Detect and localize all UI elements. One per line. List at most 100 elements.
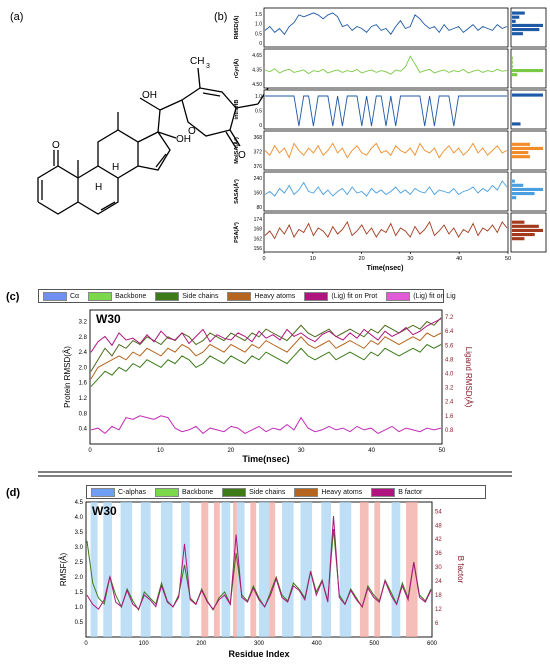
series-line-1 bbox=[86, 515, 432, 610]
y-right-tick-label: 36 bbox=[435, 551, 442, 557]
subplot-hist-bar bbox=[512, 69, 543, 73]
panel-label-c: (c) bbox=[6, 291, 20, 303]
subplot-y-tick-label: 240 bbox=[254, 176, 263, 182]
x-tick-label: 0 bbox=[84, 641, 88, 647]
legend-swatch bbox=[227, 291, 252, 301]
x-tick-label: 40 bbox=[456, 256, 462, 262]
subplot-hist-frame-5 bbox=[510, 212, 547, 253]
subplot-series-line-4 bbox=[264, 180, 508, 197]
x-tick-label: 50 bbox=[439, 448, 446, 454]
strand-region bbox=[250, 502, 257, 637]
legend-label: Side chains bbox=[249, 488, 286, 496]
legend-label: Side chains bbox=[182, 292, 219, 300]
subplot-hist-bar bbox=[512, 179, 515, 183]
subplot-y-tick-label: 0 bbox=[259, 123, 262, 129]
panel-c: (c) W30 0.4 0.8 1.2 1.6 2.0 2.4 2.8 3.2 0.8 1.6 2.4… bbox=[6, 291, 473, 464]
subplot-y-tick-label: 174 bbox=[254, 217, 263, 223]
subplot-hist-bar bbox=[512, 183, 524, 187]
panel-label-a: (a) bbox=[10, 11, 23, 23]
legend-swatch bbox=[43, 291, 67, 301]
subplot-hist-bar bbox=[512, 23, 543, 27]
subplot-hist-bar bbox=[512, 224, 539, 228]
x-tick-label: 200 bbox=[196, 641, 207, 647]
legend-item: Cα bbox=[43, 291, 79, 301]
y-right-tick-label: 6 bbox=[435, 621, 439, 627]
legend-swatch bbox=[222, 487, 247, 497]
subplot-y-tick-label: 80 bbox=[256, 205, 262, 211]
y-right-tick-label: 4.0 bbox=[445, 371, 454, 377]
x-tick-label: 0 bbox=[88, 448, 92, 454]
lactone-carbonyl-bond bbox=[229, 129, 241, 147]
panel-label-d: (d) bbox=[6, 487, 20, 499]
subplot-y-tick-label: 168 bbox=[254, 227, 263, 233]
y-right-tick-label: 0.8 bbox=[445, 428, 454, 434]
panel-c-plot: W30 0.4 0.8 1.2 1.6 2.0 2.4 2.8 3.2 0.8 1.6 2.4 3.2 4… bbox=[63, 309, 473, 464]
subplot-hist-bar bbox=[512, 187, 543, 191]
x-tick-label: 500 bbox=[369, 641, 380, 647]
strand-region bbox=[406, 502, 418, 637]
y-tick-label: 1.6 bbox=[79, 381, 88, 387]
y-right-tick-label: 6.4 bbox=[445, 329, 454, 335]
panel-d-plot: W30 0.5 1.0 1.5 2.0 2.5 3.0 3.5 4.0 4.5 6 12 18 24 30 3… bbox=[59, 500, 465, 659]
atom-h-1: H bbox=[95, 182, 102, 193]
y-right-tick-label: 48 bbox=[435, 523, 442, 529]
subplot-hist-bar bbox=[512, 233, 535, 237]
subplot-y-label-3: MolSA(Å²) bbox=[233, 137, 240, 164]
panel-a: (a) bbox=[10, 11, 281, 215]
subplot-y-tick-label: 0.5 bbox=[255, 31, 262, 37]
series-line-1 bbox=[90, 332, 442, 380]
plot-title: W30 bbox=[96, 312, 121, 326]
legend-label: Heavy atoms bbox=[321, 488, 363, 496]
subplot-y-tick-label: 4.65 bbox=[252, 53, 262, 59]
legend-item: C-alphas bbox=[91, 487, 146, 497]
helix-region bbox=[90, 502, 98, 637]
legend-swatch bbox=[155, 487, 180, 497]
subplot-y-tick-label: 376 bbox=[254, 164, 263, 170]
legend-item: (Lig) fit on Prot bbox=[304, 291, 377, 301]
legend-swatch bbox=[294, 487, 319, 497]
strand-region bbox=[201, 502, 209, 637]
subplot-hist-frame-3 bbox=[510, 130, 547, 171]
panel-label-b: (b) bbox=[214, 11, 227, 23]
x-tick-label: 10 bbox=[310, 256, 316, 262]
legend-item: Heavy atoms bbox=[227, 291, 295, 301]
panel-b: (b) RMSD(Å) 1.5 1.0 0.5 0 rGyr(Å) 4.65 4.35 4.50… bbox=[214, 7, 547, 272]
atom-oh-1: OH bbox=[142, 90, 157, 101]
y-right-tick-label: 42 bbox=[435, 537, 442, 543]
subplot-series-line-3 bbox=[264, 142, 508, 159]
legend-swatch bbox=[155, 291, 180, 301]
x-tick-label: 30 bbox=[298, 448, 305, 454]
plot-frame bbox=[89, 309, 443, 445]
subplot-y-tick-label: 0 bbox=[259, 41, 262, 47]
subplot-hist-bar bbox=[512, 151, 529, 155]
series-line-0 bbox=[86, 528, 432, 612]
subplot-hist-bar bbox=[512, 237, 525, 241]
helix-region bbox=[237, 502, 245, 637]
y-right-tick-label: 18 bbox=[435, 593, 442, 599]
subplot-y-tick-label: 368 bbox=[254, 135, 263, 141]
subplot-hist-bar bbox=[512, 73, 518, 77]
y-right-tick-label: 12 bbox=[435, 607, 442, 613]
helix-region bbox=[300, 502, 313, 637]
subplot-hist-bar bbox=[512, 64, 513, 68]
helix-region bbox=[259, 502, 270, 637]
subplot-frame-0 bbox=[263, 7, 509, 48]
lactone-double-bond bbox=[202, 92, 221, 97]
subplot-y-label-1: rGyr(Å) bbox=[233, 59, 240, 78]
helix-region bbox=[103, 502, 112, 637]
x-tick-label: 0 bbox=[262, 256, 265, 262]
atom-o-ring: O bbox=[188, 126, 196, 137]
legend-item: B factor bbox=[371, 487, 422, 497]
subplot-hist-bar bbox=[512, 32, 523, 36]
subplot-hist-bar bbox=[512, 19, 516, 23]
ring-d-bonds bbox=[137, 131, 171, 171]
y-tick-label: 3.2 bbox=[79, 319, 88, 325]
y-right-tick-label: 1.6 bbox=[445, 414, 454, 420]
ring-c-bonds bbox=[97, 129, 139, 179]
y-right-tick-label: 5.6 bbox=[445, 343, 454, 349]
lactone-ring-bonds bbox=[181, 87, 237, 137]
subplot-y-tick-label: 1.0 bbox=[255, 22, 262, 28]
subplot-hist-bar bbox=[512, 28, 540, 32]
legend-label: Backbone bbox=[182, 488, 214, 496]
